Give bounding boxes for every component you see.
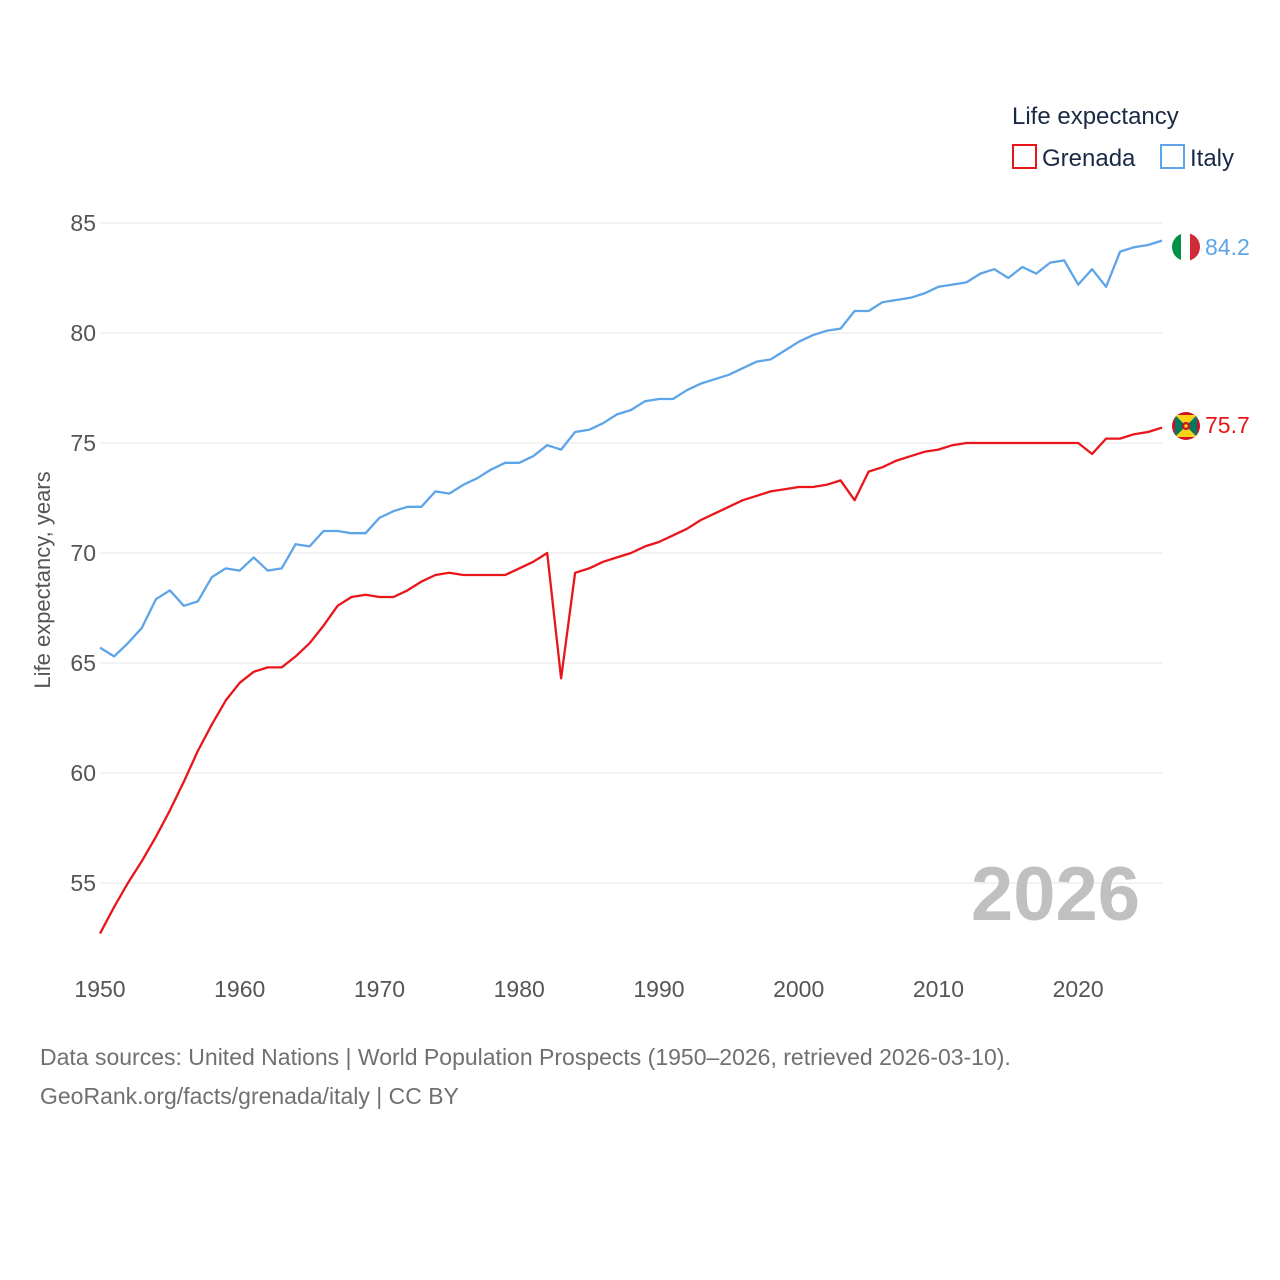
y-tick-label: 75 (70, 430, 96, 456)
footer-sources: Data sources: United Nations | World Pop… (40, 1044, 1011, 1070)
series-line-italy (99, 239, 1163, 658)
italy-end-value: 84.2 (1205, 234, 1250, 260)
footer-attribution[interactable]: GeoRank.org/facts/grenada/italy | CC BY (40, 1083, 459, 1109)
legend-swatch-italy[interactable] (1160, 144, 1185, 169)
y-tick-label: 65 (70, 650, 96, 676)
legend-title: Life expectancy (1012, 103, 1179, 130)
legend-swatch-grenada[interactable] (1012, 144, 1037, 169)
series-line-grenada (98, 426, 1163, 935)
x-tick-label: 1950 (74, 976, 125, 1002)
x-tick-label: 1980 (494, 976, 545, 1002)
x-tick-label: 1990 (633, 976, 684, 1002)
legend-label-grenada[interactable]: Grenada (1042, 145, 1136, 172)
grenada-end-marker: 75.7 (1172, 412, 1250, 440)
legend: Life expectancy Grenada Italy (1012, 103, 1234, 172)
y-axis-ticks: 55 60 65 70 75 80 85 (70, 210, 96, 896)
x-tick-label: 1960 (214, 976, 265, 1002)
y-axis-label: Life expectancy, years (30, 471, 55, 688)
series-lines (98, 239, 1163, 935)
grenada-flag-icon (1172, 412, 1200, 440)
italy-flag-icon (1172, 233, 1200, 261)
x-tick-label: 1970 (354, 976, 405, 1002)
x-tick-label: 2000 (773, 976, 824, 1002)
italy-end-marker: 84.2 (1172, 233, 1250, 261)
gridlines (100, 222, 1162, 884)
y-tick-label: 70 (70, 540, 96, 566)
y-tick-label: 85 (70, 210, 96, 236)
x-tick-label: 2020 (1053, 976, 1104, 1002)
y-tick-label: 55 (70, 870, 96, 896)
x-tick-label: 2010 (913, 976, 964, 1002)
current-year-watermark: 2026 (971, 852, 1140, 937)
x-axis-ticks: 1950 1960 1970 1980 1990 2000 2010 2020 (74, 976, 1103, 1002)
grenada-end-value: 75.7 (1205, 412, 1250, 438)
y-tick-label: 60 (70, 760, 96, 786)
y-tick-label: 80 (70, 320, 96, 346)
legend-label-italy[interactable]: Italy (1190, 145, 1234, 172)
